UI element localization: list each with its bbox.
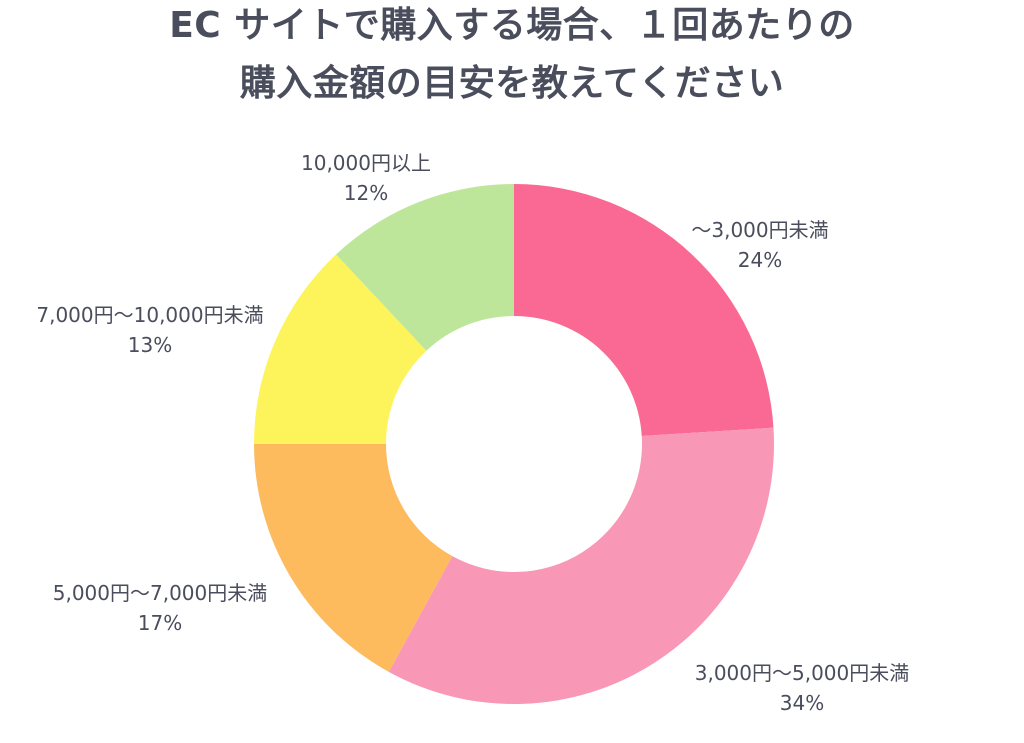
slice-category-label-3: 5,000円～7,000円未満 [53, 581, 268, 605]
slice-value-label-1: 24% [738, 248, 782, 272]
slice-value-label-2: 34% [780, 691, 824, 715]
slice-value-label-4: 13% [128, 333, 172, 357]
chart-title-line-1: EC サイトで購入する場合、１回あたりの [169, 5, 855, 46]
slice-category-label-1: ～3,000円未満 [691, 218, 828, 242]
donut-slice-5 [336, 184, 514, 351]
slice-category-label-5: 10,000円以上 [301, 151, 431, 175]
chart-title-line-2: 購入金額の目安を教えてください [239, 63, 785, 104]
slice-value-label-3: 17% [138, 611, 182, 635]
donut-slice-1 [514, 184, 774, 436]
donut-slice-4 [254, 254, 427, 444]
donut-slice-3 [254, 444, 453, 672]
slice-category-label-2: 3,000円～5,000円未満 [695, 661, 910, 685]
donut-slice-2 [388, 427, 774, 704]
slice-category-label-4: 7,000円～10,000円未満 [36, 303, 263, 327]
slice-value-label-5: 12% [344, 181, 388, 205]
